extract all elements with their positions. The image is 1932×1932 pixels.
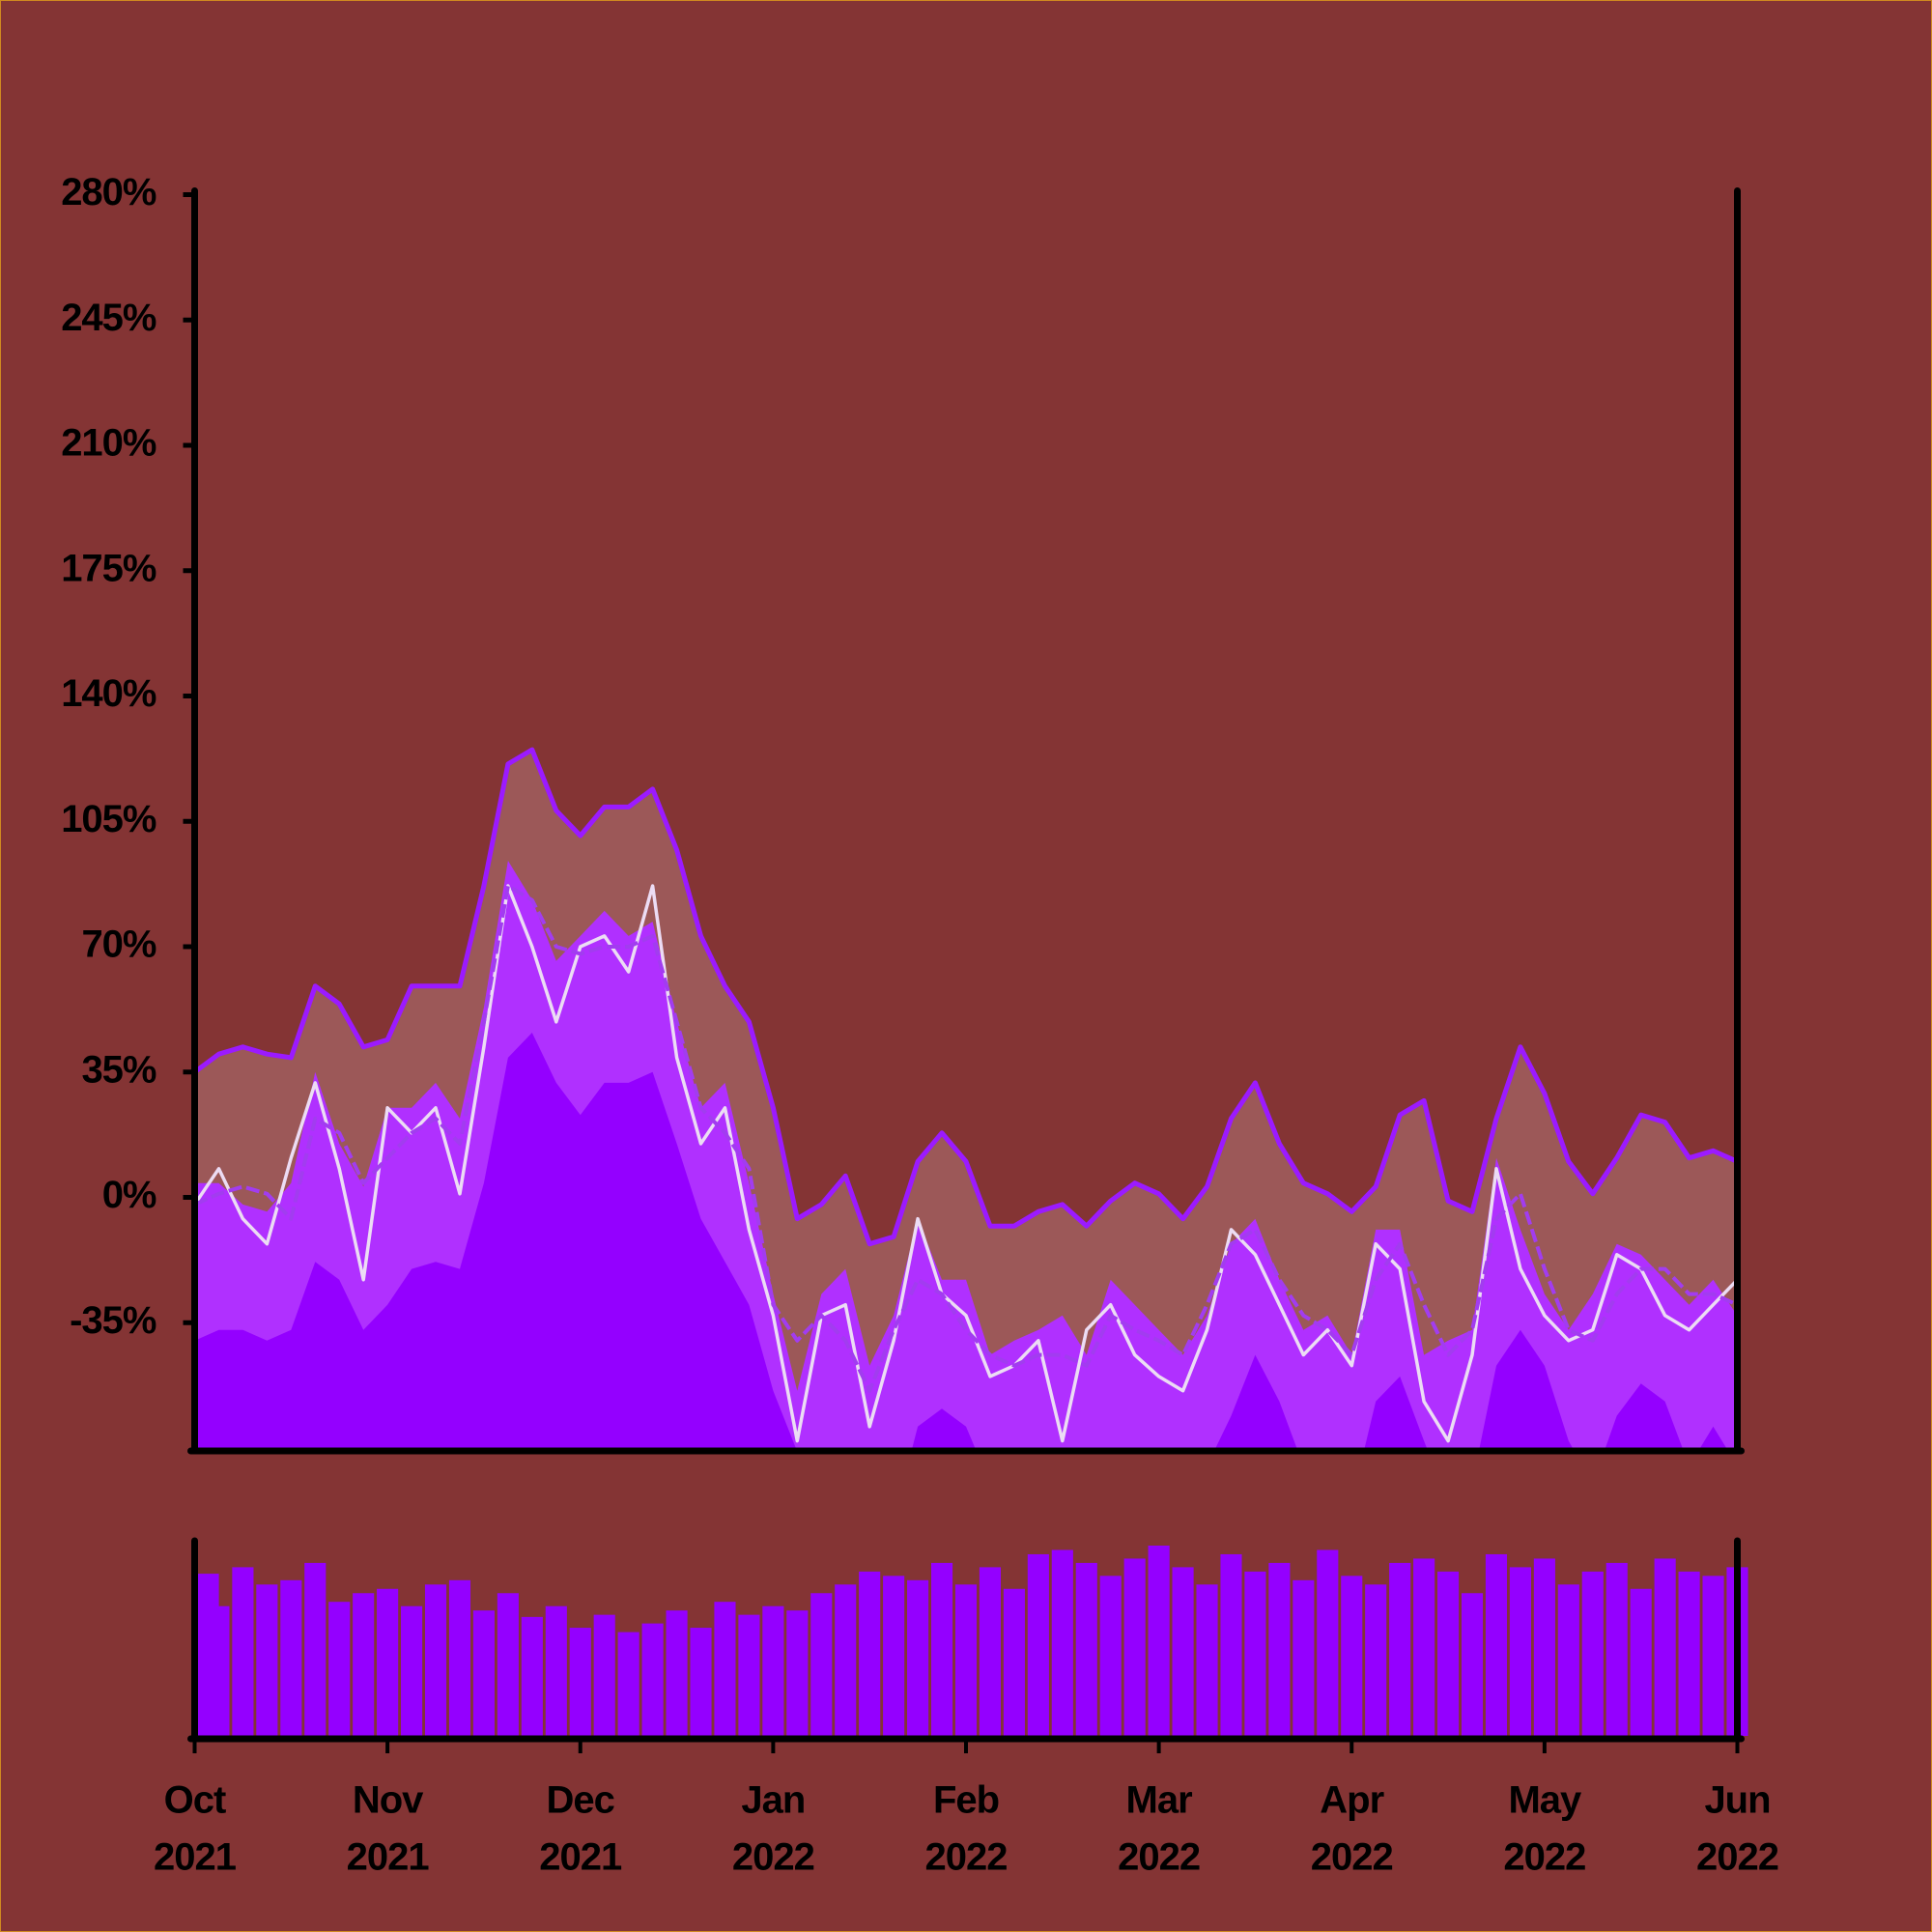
y-tick-label: 140% (61, 672, 156, 715)
volume-bar (401, 1605, 423, 1736)
volume-bar (1244, 1571, 1266, 1736)
x-tick-year: 2021 (154, 1836, 237, 1879)
volume-bar (1027, 1553, 1049, 1736)
volume-bar (1413, 1558, 1435, 1736)
x-tick-year: 2022 (1696, 1836, 1778, 1879)
plot-area (196, 747, 1736, 1448)
x-tick-year: 2022 (1118, 1836, 1200, 1879)
volume-bar (1317, 1549, 1339, 1736)
volume-bar (1654, 1558, 1676, 1736)
volume-bar (256, 1584, 278, 1736)
volume-panel (197, 1546, 1748, 1736)
volume-bar (424, 1584, 447, 1736)
volume-bar (1678, 1571, 1700, 1736)
volume-bar (1389, 1562, 1411, 1736)
volume-bar (1268, 1562, 1291, 1736)
volume-bar (641, 1623, 664, 1736)
volume-bar (907, 1579, 929, 1736)
volume-bar (1437, 1571, 1460, 1736)
y-tick-label: 245% (61, 297, 156, 339)
volume-bar (280, 1579, 302, 1736)
volume-bar (1003, 1588, 1025, 1736)
volume-bar (810, 1593, 833, 1736)
x-tick-label: Oct (164, 1779, 226, 1822)
volume-bar (883, 1576, 905, 1736)
volume-bar (353, 1593, 375, 1736)
volume-bar (1365, 1584, 1387, 1736)
volume-bar (714, 1602, 736, 1736)
y-tick-label: -35% (70, 1299, 156, 1342)
y-tick-label: 105% (61, 798, 156, 840)
volume-bar (1075, 1562, 1097, 1736)
volume-bar (1123, 1558, 1146, 1736)
line (196, 884, 1736, 1443)
volume-bar (1341, 1576, 1363, 1736)
volume-bar (593, 1614, 615, 1736)
volume-bar (1172, 1567, 1194, 1736)
volume-bar (1148, 1546, 1170, 1736)
y-tick-label: 210% (61, 422, 156, 465)
x-tick-year: 2022 (925, 1836, 1008, 1879)
volume-bar (1196, 1584, 1218, 1736)
x-tick-year: 2022 (732, 1836, 814, 1879)
volume-bar (1293, 1579, 1315, 1736)
x-tick-label: Jun (1704, 1779, 1770, 1822)
volume-bar (930, 1562, 953, 1736)
volume-bar (232, 1567, 254, 1736)
area-edge (196, 747, 1736, 1247)
axes: -35% 0% 35% 70% 105% 140% 175% 210% 245% 280% Oct 2… (61, 171, 1779, 1879)
volume-bar (690, 1628, 712, 1736)
volume-bar (1630, 1588, 1652, 1736)
y-tick-label: 0% (102, 1174, 156, 1216)
volume-bar (1485, 1553, 1508, 1736)
volume-bar (1461, 1593, 1484, 1736)
y-tick-label: 175% (61, 547, 156, 589)
volume-bar (738, 1614, 760, 1736)
volume-bar (208, 1605, 230, 1736)
x-tick-label: Nov (353, 1779, 424, 1822)
area (196, 1033, 1727, 1448)
x-tick-label: Mar (1126, 1779, 1193, 1822)
y-tick-label: 70% (81, 923, 156, 966)
x-tick-year: 2022 (1503, 1836, 1585, 1879)
volume-bar (617, 1632, 639, 1736)
volume-bar (1509, 1567, 1531, 1736)
volume-bar (1557, 1584, 1579, 1736)
volume-bar (666, 1610, 688, 1736)
volume-bar (472, 1610, 495, 1736)
y-tick-label: 280% (61, 171, 156, 213)
volume-bar (1220, 1553, 1242, 1736)
volume-bar (328, 1602, 351, 1736)
volume-bar (762, 1605, 784, 1736)
volume-bar (545, 1605, 567, 1736)
volume-bar (304, 1562, 327, 1736)
volume-bar (1581, 1571, 1604, 1736)
volume-bar (569, 1628, 591, 1736)
y-tick-label: 35% (81, 1048, 156, 1091)
volume-bar (1099, 1576, 1122, 1736)
volume-bar (497, 1593, 519, 1736)
x-tick-label: Feb (933, 1779, 999, 1822)
volume-bar (859, 1571, 881, 1736)
volume-bar (1702, 1576, 1724, 1736)
x-tick-year: 2021 (347, 1836, 430, 1879)
volume-bar (1051, 1549, 1073, 1736)
x-tick-label: Jan (741, 1779, 805, 1822)
x-tick-year: 2022 (1311, 1836, 1393, 1879)
volume-bar (954, 1584, 978, 1736)
x-tick-label: May (1508, 1779, 1582, 1822)
volume-bar (521, 1616, 543, 1736)
volume-bar (786, 1610, 809, 1736)
x-tick-label: Dec (547, 1779, 615, 1822)
volume-bar (835, 1584, 857, 1736)
volume-bar (1533, 1558, 1555, 1736)
x-tick-year: 2021 (539, 1836, 622, 1879)
volume-bar (377, 1588, 399, 1736)
x-tick-label: Apr (1320, 1779, 1383, 1822)
volume-bar (448, 1579, 471, 1736)
volume-bar (1605, 1562, 1628, 1736)
volume-bar (979, 1567, 1002, 1736)
